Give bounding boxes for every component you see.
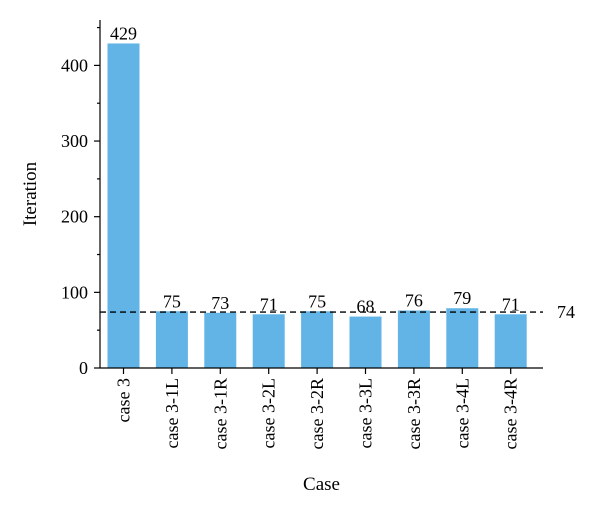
bar-case-3-2r [301, 311, 334, 368]
data-label: 71 [502, 294, 520, 314]
y-ticks-group: 0 100 200 300 400 [61, 26, 100, 378]
bar-case-3-4l [446, 308, 479, 368]
x-tick-label: case 3-3L [356, 378, 376, 448]
y-tick-label: 100 [61, 282, 88, 302]
bar-case-3-2l [252, 314, 285, 368]
data-label: 71 [260, 294, 278, 314]
x-tick-label: case 3-4R [501, 378, 521, 449]
bar-case-3-1l [155, 311, 188, 368]
data-label: 73 [211, 293, 229, 313]
bar-case-3-4r [494, 314, 527, 368]
x-tick-label: case 3-1L [162, 378, 182, 448]
data-label: 75 [163, 291, 181, 311]
x-axis-title: Case [303, 474, 340, 495]
data-label: 68 [357, 297, 375, 317]
x-tick-label: case 3-3R [404, 378, 424, 449]
data-label: 429 [110, 23, 137, 43]
bar-case-3-3l [349, 316, 382, 368]
y-axis-title: Iteration [20, 161, 41, 226]
y-tick-label: 300 [61, 131, 88, 151]
x-tick-label: case 3 [114, 378, 134, 422]
axes-group [99, 20, 543, 369]
bar-case-3-3r [397, 310, 430, 368]
y-tick-label: 0 [79, 358, 88, 378]
bar-case-3 [107, 43, 140, 368]
x-tick-label: case 3-2R [307, 378, 327, 449]
data-label: 76 [405, 291, 423, 311]
x-tick-label: case 3-4L [452, 378, 472, 448]
x-ticks-group: case 3 case 3-1L case 3-1R case 3-2L case 3-… [114, 368, 521, 449]
data-labels-group: 429 75 73 71 75 68 76 79 71 [110, 23, 520, 316]
x-tick-label: case 3-1R [210, 378, 230, 449]
data-label: 79 [453, 288, 471, 308]
data-label: 75 [308, 291, 326, 311]
x-tick-label: case 3-2L [259, 378, 279, 448]
y-tick-label: 200 [61, 207, 88, 227]
bar-case-3-1r [204, 312, 237, 368]
y-tick-label: 400 [61, 55, 88, 75]
reference-line-label: 74 [557, 302, 575, 322]
bars-group [107, 43, 527, 368]
